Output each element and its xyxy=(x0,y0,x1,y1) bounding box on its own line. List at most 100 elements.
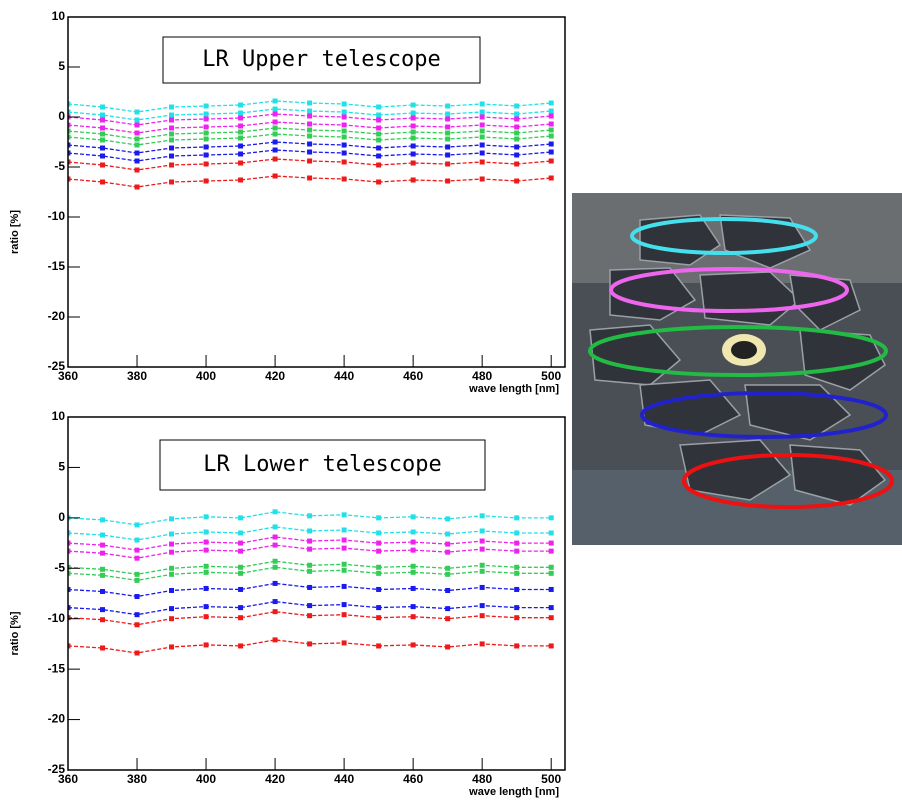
y-axis-title: ratio [%] xyxy=(9,611,21,655)
data-point xyxy=(134,537,140,543)
data-point xyxy=(203,111,209,117)
data-point xyxy=(68,128,71,134)
data-point xyxy=(238,115,244,121)
data-point xyxy=(479,159,485,165)
chart-panel: -25 -20 -15 -10 -5 0 5 10 360 380 400 420 440 460 480 5… xyxy=(9,409,566,798)
data-point xyxy=(307,175,313,181)
data-point xyxy=(548,530,554,536)
data-point xyxy=(203,136,209,142)
data-point xyxy=(514,540,520,546)
data-point xyxy=(100,607,106,613)
data-point xyxy=(134,594,140,600)
data-point xyxy=(68,150,71,156)
x-tick-label: 420 xyxy=(265,772,285,786)
x-tick-label: 360 xyxy=(58,369,78,383)
data-point xyxy=(100,588,106,594)
data-point xyxy=(134,122,140,128)
x-tick-label: 460 xyxy=(403,772,423,786)
data-point xyxy=(341,545,347,551)
data-point xyxy=(134,117,140,123)
data-point xyxy=(169,104,175,110)
data-point xyxy=(445,549,451,555)
data-point xyxy=(479,101,485,107)
data-point xyxy=(307,613,313,619)
data-point xyxy=(341,159,347,165)
y-tick-label: -15 xyxy=(48,259,66,273)
data-point xyxy=(341,527,347,533)
data-point xyxy=(307,603,313,609)
y-tick-label: 5 xyxy=(58,59,65,73)
data-point xyxy=(410,569,416,575)
data-point xyxy=(376,125,382,131)
chart-title: LR Upper telescope xyxy=(202,47,440,72)
data-point xyxy=(203,614,209,620)
data-point xyxy=(272,534,278,540)
data-point xyxy=(376,615,382,621)
data-point xyxy=(238,615,244,621)
data-point xyxy=(548,615,554,621)
data-point xyxy=(169,616,175,622)
data-point xyxy=(479,528,485,534)
data-point xyxy=(169,162,175,168)
data-point xyxy=(272,106,278,112)
data-point xyxy=(514,615,520,621)
data-point xyxy=(548,158,554,164)
data-point xyxy=(479,613,485,619)
data-point xyxy=(238,151,244,157)
data-point xyxy=(100,572,106,578)
y-tick-label: -10 xyxy=(48,209,66,223)
data-point xyxy=(548,127,554,133)
data-point xyxy=(307,158,313,164)
data-point xyxy=(479,603,485,609)
data-point xyxy=(307,100,313,106)
plot-frame xyxy=(67,16,566,368)
data-point xyxy=(68,101,71,107)
data-point xyxy=(514,548,520,554)
x-tick-label: 380 xyxy=(127,369,147,383)
data-point xyxy=(479,562,485,568)
data-point xyxy=(272,147,278,153)
data-point xyxy=(68,134,71,140)
data-point xyxy=(238,515,244,521)
data-point xyxy=(341,612,347,618)
mirror-photo xyxy=(572,193,902,545)
data-point xyxy=(514,515,520,521)
data-point xyxy=(169,644,175,650)
data-point xyxy=(203,642,209,648)
data-point xyxy=(548,605,554,611)
data-point xyxy=(445,565,451,571)
data-point xyxy=(272,558,278,564)
data-point xyxy=(169,125,175,131)
data-point xyxy=(376,530,382,536)
y-tick-label: 10 xyxy=(52,9,66,23)
x-tick-label: 500 xyxy=(541,369,561,383)
y-tick-label: -10 xyxy=(48,611,66,625)
data-point xyxy=(272,98,278,104)
data-point xyxy=(514,161,520,167)
data-point xyxy=(479,109,485,115)
data-point xyxy=(307,562,313,568)
data-point xyxy=(307,133,313,139)
data-point xyxy=(514,144,520,150)
data-point xyxy=(445,644,451,650)
data-point xyxy=(238,605,244,611)
data-point xyxy=(100,131,106,137)
data-point xyxy=(341,128,347,134)
data-point xyxy=(479,122,485,128)
data-point xyxy=(169,153,175,159)
data-point xyxy=(307,149,313,155)
data-point xyxy=(203,124,209,130)
data-point xyxy=(100,542,106,548)
data-point xyxy=(376,605,382,611)
data-point xyxy=(479,538,485,544)
data-point xyxy=(514,152,520,158)
data-point xyxy=(445,161,451,167)
data-point xyxy=(410,115,416,121)
data-point xyxy=(238,570,244,576)
x-tick-label: 480 xyxy=(472,772,492,786)
data-point xyxy=(445,616,451,622)
data-point xyxy=(410,514,416,520)
data-point xyxy=(134,650,140,656)
data-point xyxy=(445,531,451,537)
data-point xyxy=(203,103,209,109)
